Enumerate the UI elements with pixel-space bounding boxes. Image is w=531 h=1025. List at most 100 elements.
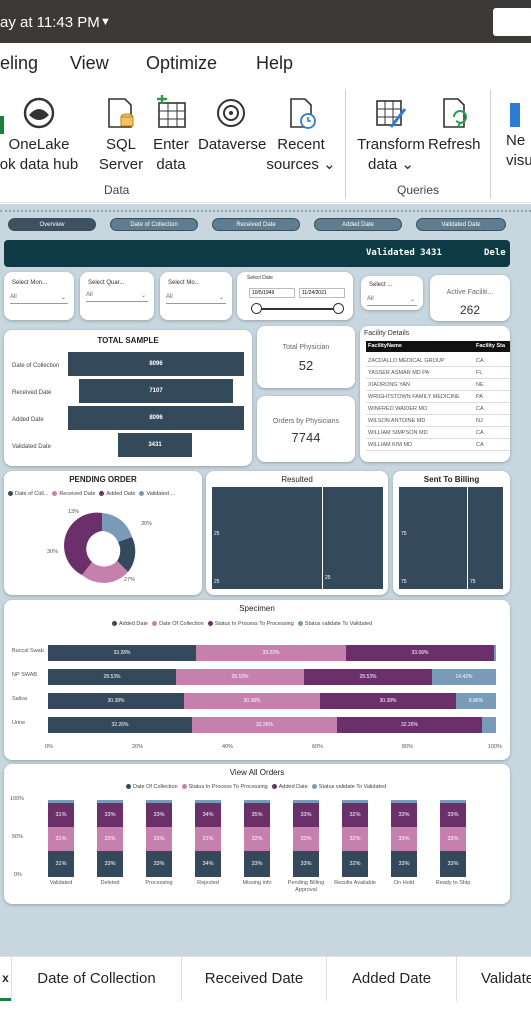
new-visual-button[interactable]: Ne visu	[506, 95, 531, 171]
bar-segment: 32.26%	[337, 717, 482, 733]
facility-slicer[interactable]: Select ... All ⌄	[361, 276, 423, 310]
bar-segment: 8.86%	[456, 693, 496, 709]
facility-dropdown[interactable]: All ⌄	[367, 296, 417, 306]
nav-date-of-collection-button[interactable]: Date of Collection	[110, 218, 198, 231]
ribbon	[0, 83, 531, 203]
column-segment	[293, 800, 319, 803]
column-segment: 33%	[146, 827, 172, 851]
tab-date-of-collection[interactable]: Date of Collection	[12, 956, 182, 1001]
orders-by-physicians-card: Orders by Physicians 7744	[257, 396, 355, 462]
table-row[interactable]: XIAORONG YAN NE	[366, 380, 510, 391]
nav-overview-button[interactable]: Overview	[8, 218, 96, 231]
bar-segment: 33.22%	[196, 645, 346, 661]
table-row[interactable]: ZACDALLO MEDICAL GROUP CA	[366, 356, 510, 367]
chevron-down-icon[interactable]: ▼	[100, 16, 111, 28]
page-tabs	[0, 956, 531, 1025]
bar-segment: 33.28%	[48, 645, 196, 661]
nav-received-date-button[interactable]: Received Date	[212, 218, 300, 231]
tab-added-date[interactable]: Added Date	[327, 956, 457, 1001]
transform-data-button[interactable]: Transform data ⌄	[356, 95, 426, 175]
nav-added-date-button[interactable]: Added Date	[314, 218, 402, 231]
dataverse-button[interactable]: Dataverse	[198, 95, 266, 155]
tab-overview[interactable]: x	[0, 956, 12, 1001]
column-segment: 33%	[440, 827, 466, 851]
column-segment: 33%	[391, 803, 417, 827]
slice-added	[64, 512, 102, 575]
table-row[interactable]: WILSON ANTOINE MD NJ	[366, 416, 510, 427]
category-label: Missing info	[242, 880, 272, 886]
title-bar: ay at 11:43 PM ▼	[0, 0, 531, 43]
bar-segment	[494, 645, 496, 661]
table-row[interactable]: WILLIAM SIMPSON MD CA	[366, 428, 510, 439]
onelake-icon	[23, 97, 55, 129]
canvas-border	[0, 210, 531, 212]
enter-data-button[interactable]: Enter data	[150, 95, 192, 175]
category-label: Results Available	[334, 880, 376, 886]
slice-validated	[102, 513, 132, 542]
month-dropdown-2[interactable]: All ⌄	[166, 294, 226, 304]
group-data-label: Data	[104, 183, 130, 197]
column-segment	[48, 800, 74, 803]
table-row[interactable]: YASSER ASMAR MD PA FL	[366, 368, 510, 379]
range-end-handle[interactable]	[333, 303, 344, 314]
table-row[interactable]: WRIGHTSTOWN FAMILY MEDICINE PA	[366, 392, 510, 403]
table-row[interactable]: WILLIAM KIM MD CA	[366, 440, 510, 451]
sql-server-button[interactable]: SQL Server	[98, 95, 144, 175]
column-segment: 33%	[391, 851, 417, 877]
end-date-input[interactable]: 11/24/2021	[299, 288, 345, 298]
column-segment: 33%	[440, 803, 466, 827]
quarter-slicer[interactable]: Select Quar... All ⌄	[80, 272, 154, 320]
date-slicer[interactable]: Select Date 10/5/1949 11/24/2021	[237, 272, 353, 320]
column-segment: 33%	[440, 851, 466, 877]
treemap-tile[interactable]: 75	[468, 487, 503, 589]
bar-segment: 14.42%	[432, 669, 496, 685]
excel-icon[interactable]	[0, 116, 4, 134]
month-slicer[interactable]: Select Mon... All ⌄	[4, 272, 74, 320]
bar-segment: 30.38%	[48, 693, 184, 709]
menu-optimize[interactable]: Optimize	[146, 53, 218, 73]
transform-icon	[376, 100, 407, 128]
bar-segment: 28.53%	[304, 669, 432, 685]
menu-view[interactable]: View	[70, 53, 109, 73]
group-queries-label: Queries	[397, 183, 440, 197]
month-dropdown[interactable]: All ⌄	[10, 294, 68, 304]
menu-modeling[interactable]: eling	[0, 53, 39, 73]
tab-validated-date[interactable]: Validate	[481, 970, 531, 987]
facility-details-table: Facility Details FacilityName Facility S…	[360, 326, 510, 462]
dataverse-icon	[217, 99, 245, 127]
column-segment: 34%	[195, 803, 221, 827]
table-header: FacilityName Facility Sta	[366, 341, 510, 352]
search-box[interactable]	[493, 8, 531, 36]
table-row[interactable]: WINFRED WAIDER MD CA	[366, 404, 510, 415]
recent-sources-button[interactable]: Recent sources ⌄	[266, 95, 336, 175]
column-segment: 33%	[244, 851, 270, 877]
menu-help[interactable]: Help	[256, 53, 294, 73]
column-segment: 31%	[48, 803, 74, 827]
category-label: Ready to Ship	[435, 880, 471, 886]
bar-segment: 28.53%	[48, 669, 176, 685]
month-slicer-2[interactable]: Select Mo... All ⌄	[160, 272, 232, 320]
column-segment: 33%	[391, 827, 417, 851]
refresh-button[interactable]: Refresh	[428, 95, 481, 155]
column-segment	[342, 800, 368, 803]
chevron-down-icon: ⌄	[60, 295, 66, 301]
onelake-button[interactable]: OneLake ok data hub	[0, 95, 82, 175]
bar-segment: 28.53%	[176, 669, 304, 685]
range-start-handle[interactable]	[251, 303, 262, 314]
resulted-treemap: Resulted 25 25 25	[206, 471, 388, 595]
nav-validated-date-button[interactable]: Validated Date	[416, 218, 506, 231]
column-segment	[244, 800, 270, 803]
treemap-tile[interactable]: 25 25	[212, 487, 322, 589]
column-segment: 33%	[146, 803, 172, 827]
bar-received-date: 7107	[79, 379, 233, 403]
quarter-dropdown[interactable]: All ⌄	[86, 292, 148, 302]
column-segment	[440, 800, 466, 803]
treemap-tile[interactable]: 75 75	[399, 487, 467, 589]
total-sample-chart: TOTAL SAMPLE Date of Collection Received…	[4, 330, 252, 466]
column-segment	[195, 800, 221, 803]
tab-received-date[interactable]: Received Date	[182, 956, 327, 1001]
treemap-tile[interactable]: 25	[323, 487, 383, 589]
start-date-input[interactable]: 10/5/1949	[249, 288, 295, 298]
menu-bar	[0, 43, 531, 83]
column-segment: 33%	[293, 851, 319, 877]
